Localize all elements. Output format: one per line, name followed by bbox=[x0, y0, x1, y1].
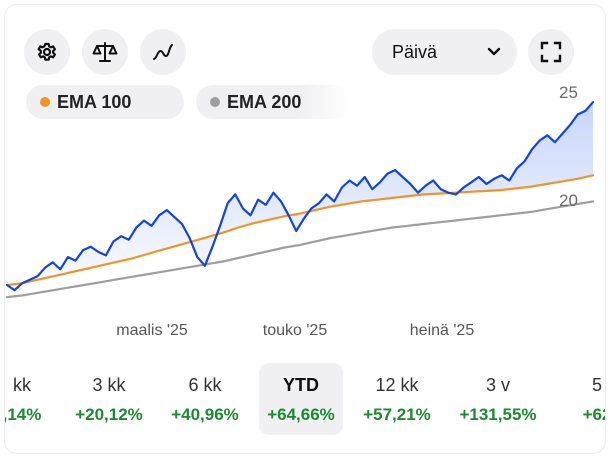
y-tick-label: 20 bbox=[559, 191, 578, 210]
period-change: +40,96% bbox=[171, 405, 239, 424]
period-label: 3 v bbox=[485, 375, 510, 395]
period-5y[interactable]: 5 +62 bbox=[555, 363, 605, 435]
line-chart-icon bbox=[153, 44, 173, 60]
period-change: +57,21% bbox=[363, 405, 431, 424]
period-change: +62 bbox=[582, 405, 605, 424]
price-chart[interactable] bbox=[5, 5, 605, 345]
ema200-color-dot bbox=[210, 97, 220, 107]
interval-select[interactable]: Päivä bbox=[372, 29, 517, 75]
period-label: 3 kk bbox=[92, 375, 126, 395]
period-label: YTD bbox=[283, 375, 319, 395]
chart-card: Päivä EMA 100 EMA 200 25 20 maalis ' bbox=[5, 5, 605, 453]
period-change: ,14% bbox=[5, 405, 42, 424]
price-area-fill bbox=[7, 102, 593, 291]
ema100-color-dot bbox=[40, 97, 50, 107]
period-label: 6 kk bbox=[188, 375, 222, 395]
period-label: kk bbox=[13, 375, 31, 395]
ema200-line bbox=[5, 200, 595, 299]
period-selector: kk ,14% 3 kk +20,12% 6 kk +40,96% YTD +6… bbox=[5, 359, 605, 439]
indicator-chip-ema200[interactable]: EMA 200 bbox=[196, 85, 350, 119]
period-3m[interactable]: 3 kk +20,12% bbox=[67, 363, 151, 435]
ema100-line bbox=[5, 174, 595, 287]
chevron-down-icon bbox=[487, 47, 501, 56]
indicator-label: EMA 200 bbox=[227, 91, 302, 112]
chart-type-button[interactable] bbox=[140, 29, 186, 75]
chip-fade bbox=[300, 85, 350, 119]
compare-button[interactable] bbox=[82, 29, 128, 75]
fullscreen-icon bbox=[540, 41, 562, 63]
x-tick-label: heinä '25 bbox=[409, 322, 475, 339]
period-label: 5 bbox=[591, 375, 602, 395]
indicator-label: EMA 100 bbox=[57, 91, 132, 112]
gear-icon bbox=[37, 42, 56, 61]
period-change: +131,55% bbox=[459, 405, 537, 424]
y-tick-label: 25 bbox=[559, 83, 578, 102]
period-6m[interactable]: 6 kk +40,96% bbox=[163, 363, 247, 435]
period-3y[interactable]: 3 v +131,55% bbox=[456, 363, 540, 435]
x-tick-label: maalis '25 bbox=[116, 322, 188, 339]
fullscreen-button[interactable] bbox=[528, 29, 574, 75]
period-1m[interactable]: kk ,14% bbox=[5, 363, 64, 435]
period-label: 12 kk bbox=[375, 375, 419, 395]
settings-button[interactable] bbox=[24, 29, 70, 75]
period-change: +64,66% bbox=[267, 405, 335, 424]
period-ytd[interactable]: YTD +64,66% bbox=[259, 363, 343, 435]
interval-selected-label: Päivä bbox=[392, 41, 438, 62]
indicator-chip-ema100[interactable]: EMA 100 bbox=[26, 85, 184, 119]
scale-icon bbox=[92, 42, 118, 62]
period-change: +20,12% bbox=[75, 405, 143, 424]
period-12m[interactable]: 12 kk +57,21% bbox=[355, 363, 439, 435]
x-tick-label: touko '25 bbox=[262, 322, 328, 339]
price-line bbox=[5, 101, 595, 292]
